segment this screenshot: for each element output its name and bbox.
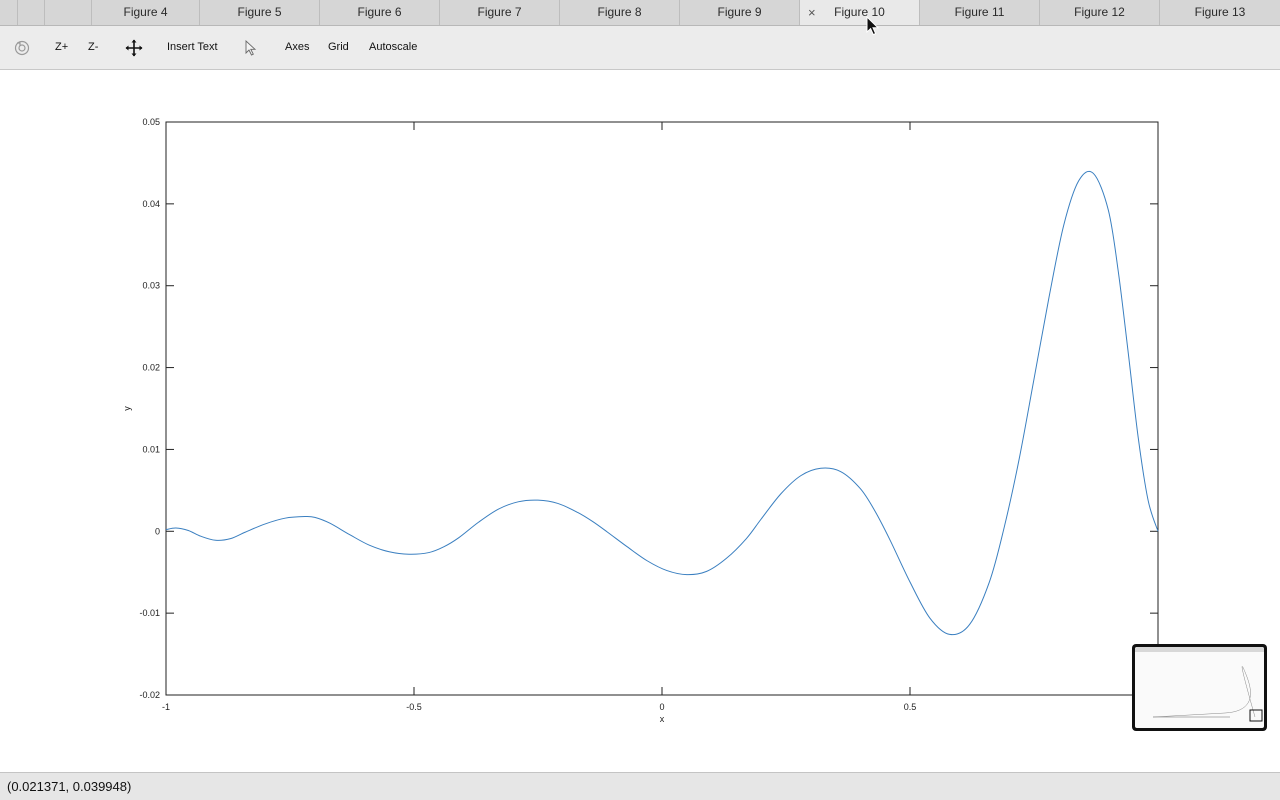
series-group [165,170,1159,636]
tab-overflow-stub[interactable] [45,0,92,25]
tab-label: Figure 4 [123,5,168,19]
pan-button[interactable] [124,26,144,69]
y-tick-label: 0.01 [142,444,160,454]
thumbnail-plot-icon [1135,647,1264,722]
tab-label: Figure 13 [1194,5,1246,19]
thumbnail-preview [1135,647,1264,728]
y-tick-label: 0 [155,526,160,536]
y-tick-label: -0.02 [139,690,160,700]
tab-figure-10[interactable]: × Figure 10 [800,0,920,25]
tab-label: Figure 7 [477,5,522,19]
plot-canvas[interactable]: -1 -0.5 0 0.5 -0.02 -0.01 0 0.01 0.02 0.03 0.04 0.0… [0,70,1280,772]
rotate-button[interactable] [12,26,32,69]
insert-text-button[interactable]: Insert Text [167,41,218,53]
tick-marks [165,121,1158,696]
x-tick-label: -1 [162,702,170,712]
y-axis-label: y [122,406,132,411]
plot-frame [165,121,1159,696]
y-tick-label: 0.02 [142,363,160,373]
tab-overflow-stub[interactable] [18,0,45,25]
tab-label: Figure 11 [954,5,1005,19]
autoscale-button[interactable]: Autoscale [369,41,418,53]
cursor-coordinates: (0.021371, 0.039948) [7,779,132,794]
plot-toolbar: Z+ Z- Insert Text Axes Grid Autoscale [0,26,1280,70]
mouse-cursor-icon [866,16,880,36]
pan-icon [125,39,143,56]
tab-label: Figure 9 [717,5,762,19]
x-tick-label: 0.5 [904,702,917,712]
close-tab-icon[interactable]: × [808,5,816,20]
y-tick-label: 0.03 [142,281,160,291]
tab-figure-12[interactable]: Figure 12 [1040,0,1160,25]
tab-label: Figure 5 [237,5,282,19]
status-bar: (0.021371, 0.039948) [0,772,1280,800]
zoom-out-button[interactable]: Z- [88,41,99,53]
tab-label: Figure 6 [357,5,402,19]
axes [165,121,1159,696]
x-axis-label: x [660,714,665,724]
tab-label: Figure 10 [834,5,885,19]
tab-figure-7[interactable]: Figure 7 [440,0,560,25]
axes-button[interactable]: Axes [285,41,310,53]
tab-figure-5[interactable]: Figure 5 [200,0,320,25]
tick-labels: -1 -0.5 0 0.5 -0.02 -0.01 0 0.01 0.02 0.03 0.04 0.0… [122,117,916,724]
tab-label: Figure 12 [1074,5,1125,19]
tab-figure-11[interactable]: Figure 11 [920,0,1040,25]
y-tick-label: 0.04 [142,199,160,209]
window-thumbnail[interactable] [1132,644,1267,731]
rotate-icon [14,40,30,55]
tab-overflow-stub[interactable] [0,0,18,25]
select-button[interactable] [243,26,259,69]
x-tick-label: -0.5 [406,702,422,712]
tab-label: Figure 8 [597,5,642,19]
tab-figure-8[interactable]: Figure 8 [560,0,680,25]
tab-figure-6[interactable]: Figure 6 [320,0,440,25]
x-tick-label: 0 [659,702,664,712]
y-tick-label: 0.05 [142,117,160,127]
tab-figure-9[interactable]: Figure 9 [680,0,800,25]
series-line [165,170,1159,636]
y-tick-label: -0.01 [139,608,160,618]
grid-button[interactable]: Grid [328,41,349,53]
zoom-in-button[interactable]: Z+ [55,41,69,53]
tab-figure-13[interactable]: Figure 13 [1160,0,1280,25]
arrow-cursor-icon [245,39,257,56]
figure-tab-bar: Figure 4 Figure 5 Figure 6 Figure 7 Figu… [0,0,1280,26]
tab-figure-4[interactable]: Figure 4 [92,0,200,25]
